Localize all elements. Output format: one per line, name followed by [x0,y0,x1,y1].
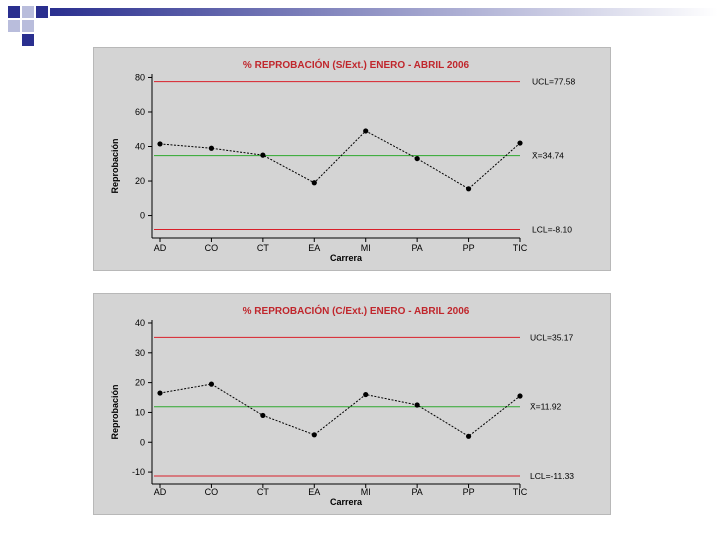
data-point [157,390,163,396]
x-tick-label: AD [154,487,167,497]
y-axis-label: Reprobación [110,138,120,193]
data-point [311,180,317,186]
data-point [208,145,215,151]
series-line [159,130,521,190]
x-tick-label: PP [463,487,475,497]
x-tick-label: PA [411,243,422,253]
x-tick-label: TIC [513,487,528,497]
corner-square-light [22,20,34,32]
x-tick-label: CT [257,487,269,497]
center-label: X̄=34.74 [532,151,564,161]
corner-square-dark [22,34,34,46]
y-tick-label: 20 [135,176,145,186]
x-tick-label: AD [154,243,167,253]
data-point [517,393,523,399]
x-axis-label: Carrera [330,253,363,263]
corner-gradient-bar [50,8,718,16]
y-tick-label: 0 [140,211,145,221]
y-tick-label: 30 [135,348,145,358]
data-point [311,432,317,438]
x-tick-label: EA [308,487,320,497]
ucl-label: UCL=77.58 [532,77,576,87]
x-tick-label: PP [463,243,475,253]
center-label: X̄=11.92 [530,402,562,412]
x-tick-label: CT [257,243,269,253]
y-axis-label: Reprobación [110,384,120,439]
control-chart-panel-con-extraordinario: % REPROBACIÓN (C/Ext.) ENERO - ABRIL 200… [93,293,611,515]
corner-square-light [8,20,20,32]
data-point [157,141,163,147]
y-tick-label: 40 [135,142,145,152]
y-tick-label: 0 [140,437,145,447]
x-tick-label: EA [308,243,320,253]
x-tick-label: CO [205,487,219,497]
data-point [414,402,420,408]
chart-title: % REPROBACIÓN (S/Ext.) ENERO - ABRIL 200… [243,58,470,71]
y-tick-label: 40 [135,318,145,328]
ucl-label: UCL=35.17 [530,332,574,342]
data-point [363,128,369,134]
x-tick-label: MI [361,487,371,497]
data-point [465,186,472,192]
lcl-label: LCL=-8.10 [532,225,572,235]
data-point [363,391,369,398]
x-tick-label: PA [411,487,422,497]
control-chart-2: % REPROBACIÓN (C/Ext.) ENERO - ABRIL 200… [110,304,574,507]
data-point [260,412,266,419]
data-point [414,155,420,162]
corner-square-dark [8,6,20,18]
data-point [260,152,266,158]
data-point [517,140,523,146]
y-tick-label: -10 [132,467,145,477]
x-axis-label: Carrera [330,497,363,507]
corner-square-dark [36,6,48,18]
y-tick-label: 10 [135,407,145,417]
corner-square-light [22,6,34,18]
series-line [159,383,521,437]
x-tick-label: TIC [513,243,528,253]
control-chart-1: % REPROBACIÓN (S/Ext.) ENERO - ABRIL 200… [110,58,576,263]
lcl-label: LCL=-11.33 [530,471,574,481]
y-tick-label: 20 [135,378,145,388]
slide-corner-decoration [8,6,718,46]
y-tick-label: 80 [135,72,145,82]
control-chart-panel-sin-extraordinario: % REPROBACIÓN (S/Ext.) ENERO - ABRIL 200… [93,47,611,271]
x-tick-label: CO [205,243,219,253]
x-tick-label: MI [361,243,371,253]
data-point [208,381,215,387]
y-tick-label: 60 [135,107,145,117]
chart-title: % REPROBACIÓN (C/Ext.) ENERO - ABRIL 200… [243,304,470,317]
data-point [465,433,472,439]
